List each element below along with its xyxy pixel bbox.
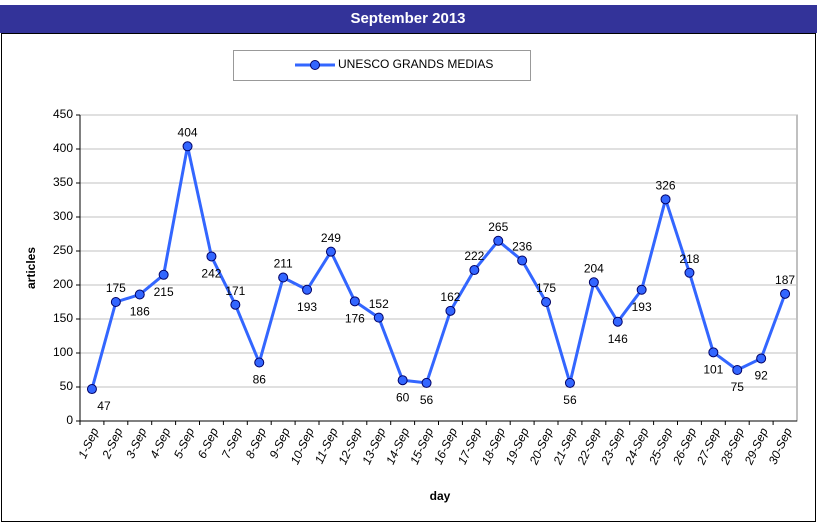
marker bbox=[732, 365, 743, 375]
marker bbox=[278, 272, 289, 283]
y-tick-label: 300 bbox=[53, 209, 73, 223]
data-label: 56 bbox=[420, 393, 434, 407]
data-label: 215 bbox=[154, 285, 174, 299]
marker bbox=[158, 269, 169, 280]
marker bbox=[517, 255, 528, 266]
legend-label: UNESCO GRANDS MEDIAS bbox=[338, 57, 493, 71]
header-bar bbox=[0, 5, 817, 33]
y-tick-label: 250 bbox=[53, 243, 73, 257]
data-label: 152 bbox=[369, 297, 389, 311]
data-label: 92 bbox=[754, 369, 768, 383]
marker bbox=[493, 235, 504, 246]
data-label: 146 bbox=[608, 332, 628, 346]
marker bbox=[86, 384, 97, 395]
data-label: 176 bbox=[345, 311, 365, 325]
y-tick-label: 400 bbox=[53, 141, 73, 155]
data-label: 47 bbox=[97, 399, 111, 413]
marker bbox=[397, 375, 408, 386]
y-tick-label: 100 bbox=[53, 345, 73, 359]
data-label: 242 bbox=[201, 267, 221, 281]
marker bbox=[469, 265, 480, 276]
marker bbox=[708, 347, 719, 358]
marker bbox=[302, 284, 313, 295]
header: September 2013 bbox=[350, 10, 465, 27]
data-label: 211 bbox=[274, 257, 293, 271]
marker bbox=[421, 377, 432, 388]
marker bbox=[780, 288, 791, 299]
marker bbox=[349, 296, 360, 307]
y-tick-label: 0 bbox=[66, 413, 73, 427]
data-label: 101 bbox=[703, 362, 723, 376]
marker bbox=[564, 377, 575, 388]
y-tick-label: 150 bbox=[53, 311, 73, 325]
data-label: 193 bbox=[632, 300, 652, 314]
marker bbox=[206, 251, 217, 262]
data-label: 171 bbox=[225, 284, 245, 298]
data-label: 404 bbox=[178, 125, 198, 139]
marker bbox=[636, 284, 647, 295]
data-label: 218 bbox=[679, 252, 699, 266]
data-label: 187 bbox=[775, 273, 795, 287]
data-label: 175 bbox=[106, 281, 126, 295]
data-label: 75 bbox=[731, 380, 745, 394]
data-label: 175 bbox=[536, 281, 556, 295]
x-axis-label: day bbox=[430, 489, 451, 503]
series-line bbox=[90, 145, 787, 390]
legend-marker bbox=[310, 60, 320, 70]
legend-box bbox=[233, 50, 531, 81]
marker bbox=[541, 297, 552, 307]
y-tick-label: 50 bbox=[60, 379, 74, 393]
data-label: 236 bbox=[512, 240, 532, 254]
data-label: 162 bbox=[440, 290, 460, 304]
data-label: 326 bbox=[656, 178, 676, 192]
y-tick-label: 200 bbox=[53, 277, 73, 291]
plot-area bbox=[79, 114, 798, 422]
data-label: 193 bbox=[297, 300, 317, 314]
marker bbox=[110, 297, 121, 307]
data-label: 204 bbox=[584, 261, 604, 275]
data-label: 249 bbox=[321, 231, 341, 245]
marker bbox=[182, 141, 193, 152]
marker bbox=[445, 305, 456, 316]
marker bbox=[325, 246, 336, 257]
data-label: 222 bbox=[464, 249, 484, 263]
marker bbox=[756, 353, 767, 364]
data-label: 60 bbox=[396, 390, 410, 404]
marker bbox=[588, 277, 599, 288]
marker bbox=[134, 289, 145, 300]
y-axis-label: articles bbox=[24, 247, 38, 289]
marker bbox=[230, 299, 241, 310]
data-label: 56 bbox=[563, 393, 577, 407]
marker bbox=[254, 357, 265, 368]
data-label: 265 bbox=[488, 220, 508, 234]
marker bbox=[612, 316, 623, 327]
marker bbox=[660, 194, 671, 205]
y-tick-label: 350 bbox=[53, 175, 73, 189]
data-label: 186 bbox=[130, 305, 150, 319]
marker bbox=[684, 267, 695, 278]
marker bbox=[373, 312, 384, 323]
y-tick-label: 450 bbox=[53, 107, 73, 121]
data-label: 86 bbox=[253, 373, 267, 387]
